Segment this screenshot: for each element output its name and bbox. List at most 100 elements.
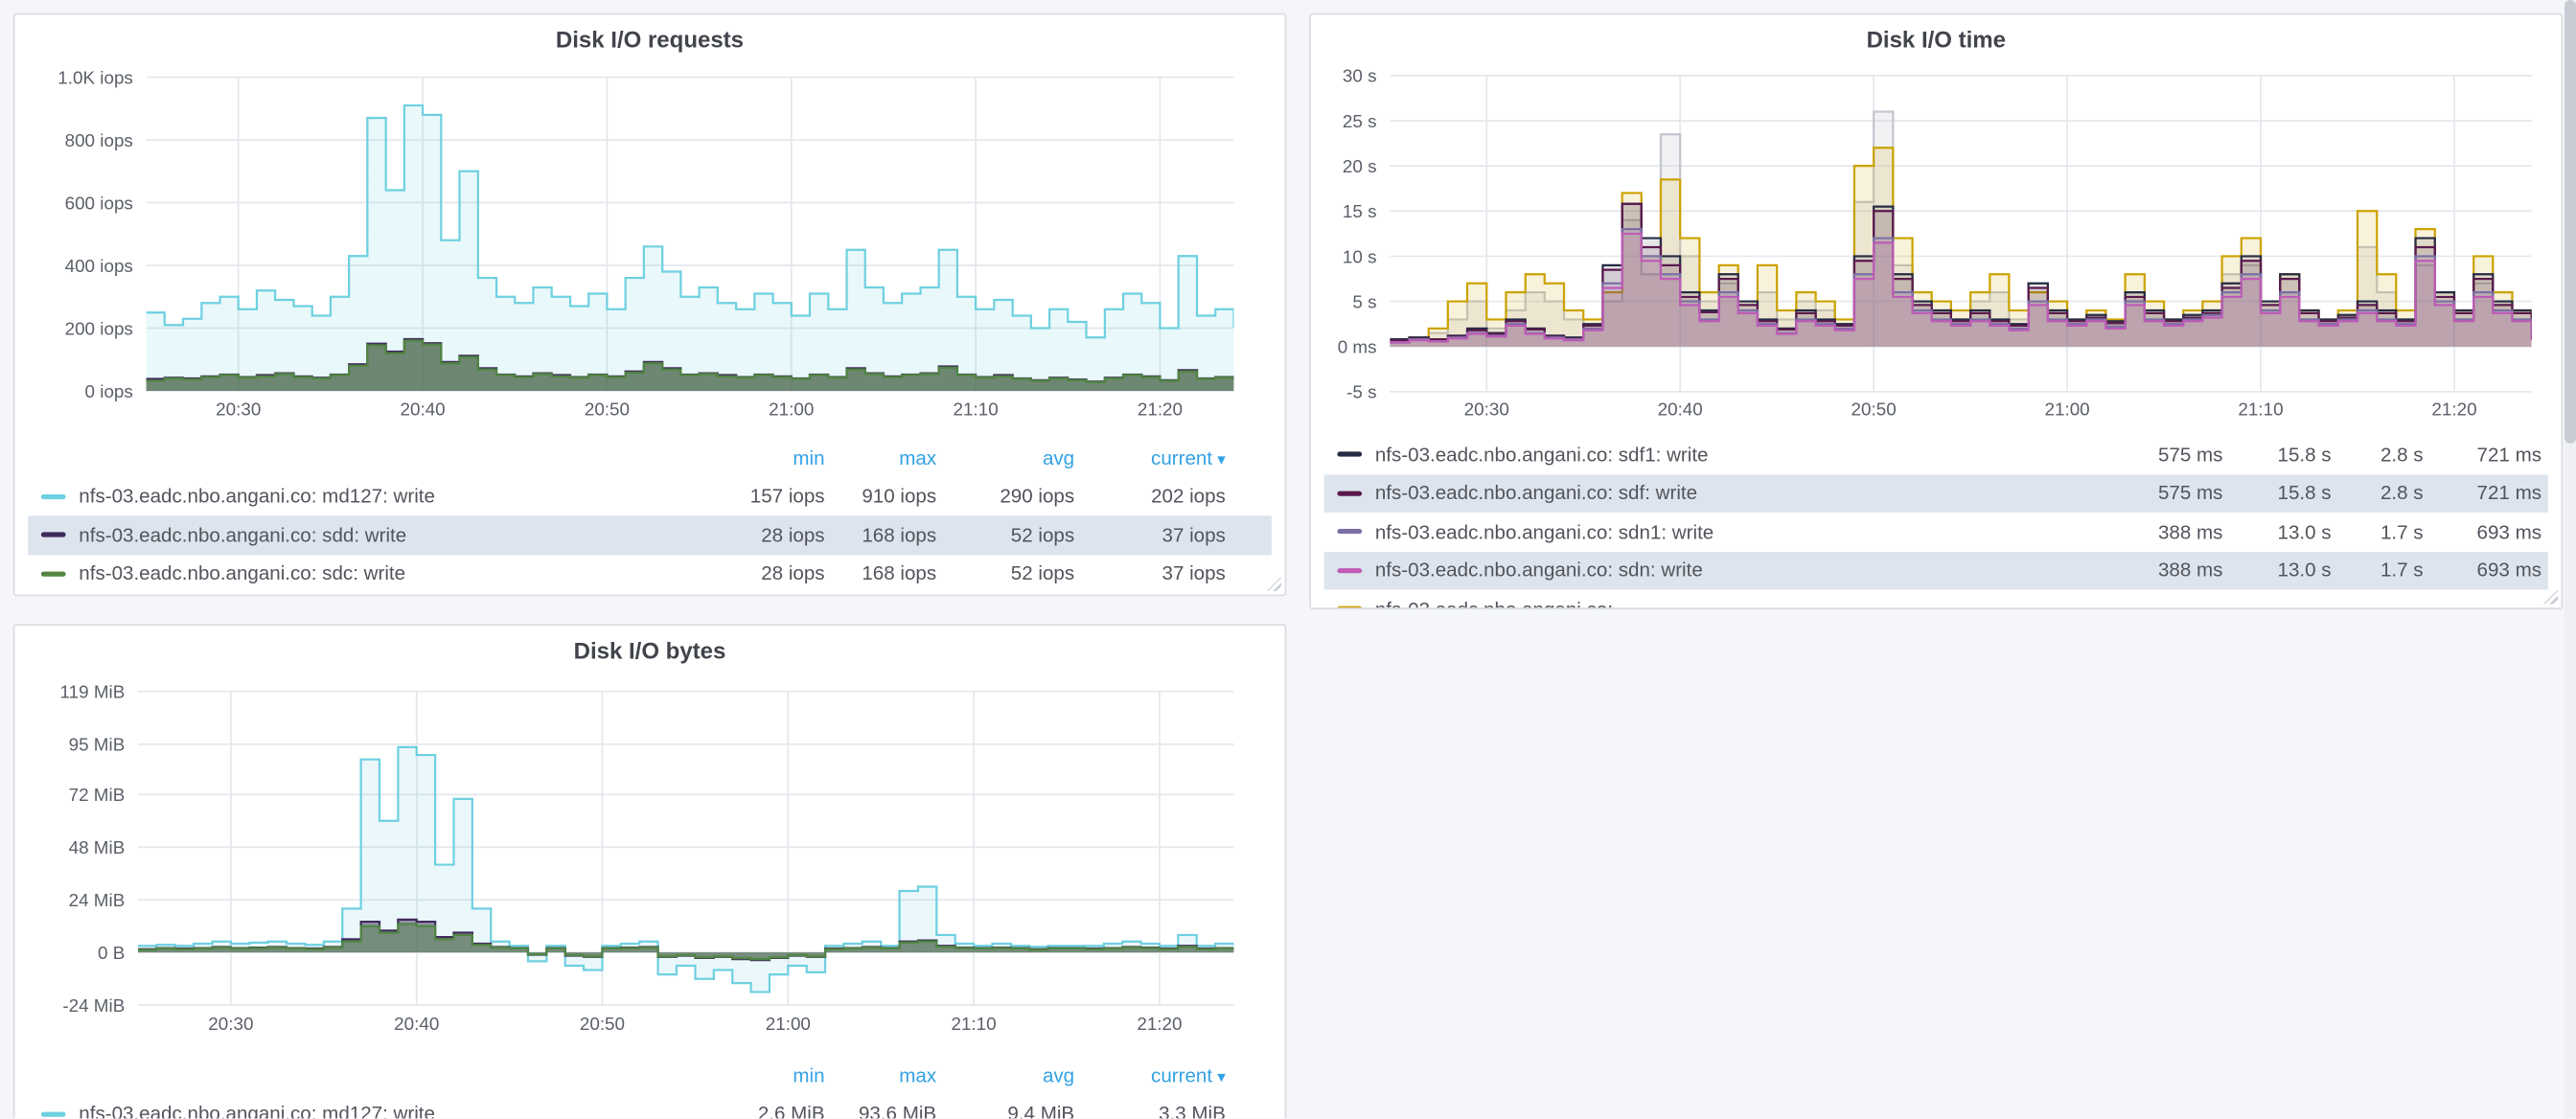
axis-labels: 1.0K iops 800 iops 600 iops 400 iops 200 iop… [58, 67, 1183, 419]
y-axis-tick-label: -24 MiB [62, 995, 125, 1016]
legend-value: 157 iops [749, 485, 825, 509]
legend-row: nfs-03.eadc.nbo.angani.co: sdf1: write 57… [1324, 435, 2548, 473]
series-color-swatch[interactable] [40, 571, 66, 577]
legend-value: 168 iops [862, 523, 937, 547]
legend-value: 575 ms [2157, 443, 2223, 467]
axis-labels: 30 s 25 s 20 s 15 s 10 s 5 s 0 ms -5 s 20:30 20:4… [1338, 66, 2477, 420]
legend-value: 1.7 s [2380, 559, 2424, 582]
series-color-swatch[interactable] [1337, 567, 1363, 573]
legend-value: 168 iops [862, 561, 937, 585]
chart-disk-io-time[interactable]: 30 s 25 s 20 s 15 s 10 s 5 s 0 ms -5 s 20:30 20:4… [1311, 14, 2562, 428]
legend-disk-io-time: nfs-03.eadc.nbo.angani.co: sdf1: write 57… [1323, 435, 2548, 609]
legend-series-label[interactable]: nfs-03.eadc.nbo.angani.co: sdf: write [1374, 481, 1698, 505]
page-scrollbar-thumb[interactable] [2564, 0, 2576, 444]
legend-sort-avg[interactable]: avg [1042, 445, 1075, 469]
series-color-swatch[interactable] [1337, 491, 1363, 496]
legend-series-label[interactable]: nfs-03.eadc.nbo.angani.co: sdd: write [79, 523, 407, 547]
legend-series-label[interactable]: nfs-03.eadc.nbo.angani.co: sdn1: write [1374, 519, 1714, 543]
legend-value: 721 ms [2476, 481, 2542, 505]
y-axis-tick-label: 400 iops [65, 256, 133, 276]
series-fill [1390, 203, 2532, 347]
legend-header-row: min max avg current ▾ [28, 439, 1272, 477]
legend-value: 37 iops [1162, 561, 1226, 585]
series-color-swatch[interactable] [1337, 451, 1363, 457]
series-color-swatch[interactable] [1337, 605, 1363, 608]
x-axis-tick-label: 20:50 [585, 400, 630, 420]
series-line [146, 103, 1234, 339]
legend-series-label[interactable]: nfs-03.eadc.nbo.angani.co: sdc: write [79, 561, 406, 585]
legend-row: nfs-03.eadc.nbo.angani.co: sdf: write 575… [1323, 473, 2548, 513]
legend-sort-avg[interactable]: avg [1042, 1063, 1075, 1087]
y-axis-tick-label: 200 iops [65, 318, 133, 338]
x-axis-tick-label: 21:10 [954, 400, 999, 420]
panel-title-disk-io-bytes[interactable]: Disk I/O bytes [573, 637, 726, 664]
legend-row: nfs-03.eadc.nbo.angani.co: sdn: write 388… [1323, 551, 2548, 590]
x-axis-tick-label: 20:50 [1852, 400, 1897, 420]
legend-value: 1.7 s [2380, 519, 2424, 543]
series-fill [1390, 229, 2532, 347]
x-axis-tick-label: 21:20 [2431, 400, 2476, 420]
legend-value: 93.6 MiB [858, 1102, 937, 1119]
legend-row: nfs-03.eadc.nbo.angani.co: sdd: write 28 … [28, 515, 1272, 555]
y-axis-tick-label: 0 ms [1338, 337, 1377, 357]
y-axis-tick-label: 119 MiB [60, 682, 126, 702]
chart-disk-io-requests[interactable]: 1.0K iops 800 iops 600 iops 400 iops 200 iop… [14, 14, 1284, 428]
x-axis-tick-label: 21:20 [1137, 1014, 1182, 1034]
y-axis-tick-label: 800 iops [65, 130, 133, 150]
series-line [137, 745, 1234, 993]
series-color-swatch[interactable] [1337, 529, 1363, 535]
series-fill [1390, 111, 2532, 347]
series-color-swatch[interactable] [40, 532, 66, 537]
series-line [137, 923, 1234, 961]
series-color-swatch[interactable] [40, 1111, 66, 1117]
panel-title-disk-io-requests[interactable]: Disk I/O requests [555, 26, 745, 53]
legend-value: 388 ms [2157, 519, 2223, 543]
legend-value: 3.3 MiB [1159, 1102, 1226, 1119]
legend-value: 721 ms [2476, 443, 2542, 467]
series-color-swatch[interactable] [40, 493, 66, 499]
x-axis-tick-label: 20:40 [401, 400, 446, 420]
panel-disk-io-bytes: Disk I/O bytes 119 MiB 95 MiB 72 MiB 48 MiB… [12, 624, 1287, 1119]
y-axis-tick-label: 1.0K iops [58, 67, 133, 87]
legend-value: 693 ms [2476, 519, 2542, 543]
legend-row: nfs-03.eadc.nbo.angani.co: md127: write 2… [28, 1095, 1272, 1119]
y-axis-tick-label: 24 MiB [69, 890, 126, 910]
legend-value: 37 iops [1162, 523, 1226, 547]
legend-sort-max[interactable]: max [899, 1063, 937, 1087]
legend-value: 2.8 s [2380, 481, 2424, 505]
legend-series-label[interactable]: nfs-03.eadc.nbo.angani.co: md127: write [79, 485, 435, 509]
legend-value: 202 iops [1151, 485, 1226, 509]
y-axis-tick-label: 600 iops [65, 193, 133, 213]
series-line [1390, 232, 2532, 344]
y-axis-tick-label: 48 MiB [69, 837, 126, 857]
legend-value: 290 iops [1000, 485, 1075, 509]
legend-value: 2.6 MiB [757, 1102, 825, 1119]
legend-disk-io-bytes: min max avg current ▾ nfs-03.eadc.nbo.angani.… [28, 1056, 1272, 1119]
legend-series-label[interactable]: nfs-03.eadc.nbo.angani.co: md127: write [79, 1102, 435, 1119]
panel-disk-io-requests: Disk I/O requests 1.0K iops 800 iops 600 i… [12, 12, 1287, 597]
legend-value: 2.8 s [2380, 443, 2424, 467]
legend-series-label[interactable]: nfs-03.eadc.nbo.angani.co: [1374, 597, 1614, 609]
legend-series-label[interactable]: nfs-03.eadc.nbo.angani.co: sdf1: write [1374, 443, 1709, 467]
x-axis-tick-label: 21:20 [1138, 400, 1183, 420]
legend-row: nfs-03.eadc.nbo.angani.co: sdc: write 28 … [28, 555, 1272, 593]
x-axis-tick-label: 20:30 [1464, 400, 1509, 420]
legend-header-row: min max avg current ▾ [28, 1056, 1272, 1094]
y-axis-tick-label: 15 s [1343, 201, 1377, 221]
legend-sort-min[interactable]: min [793, 1063, 825, 1087]
legend-series-label[interactable]: nfs-03.eadc.nbo.angani.co: sdn: write [1374, 559, 1703, 582]
legend-sort-current[interactable]: current ▾ [1151, 1063, 1226, 1087]
panel-title-disk-io-time[interactable]: Disk I/O time [1866, 26, 2006, 53]
legend-value: 15.8 s [2277, 443, 2332, 467]
legend-sort-current[interactable]: current ▾ [1151, 445, 1226, 469]
y-axis-tick-label: -5 s [1346, 382, 1376, 402]
legend-sort-min[interactable]: min [793, 445, 825, 469]
legend-value: 910 iops [862, 485, 937, 509]
chart-disk-io-bytes[interactable]: 119 MiB 95 MiB 72 MiB 48 MiB 24 MiB 0 B -24 Mi… [14, 626, 1284, 1042]
series-fill [146, 340, 1234, 391]
page-scrollbar [2564, 0, 2576, 1119]
legend-value: 693 ms [2476, 559, 2542, 582]
legend-sort-max[interactable]: max [899, 445, 937, 469]
x-axis-tick-label: 21:10 [2238, 400, 2283, 420]
y-axis-tick-label: 5 s [1352, 291, 1376, 311]
